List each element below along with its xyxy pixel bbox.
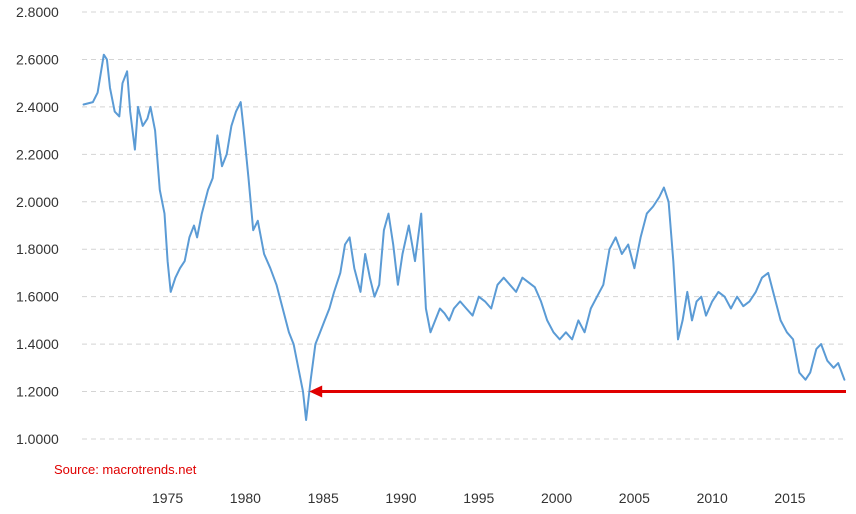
y-tick-label: 2.0000 xyxy=(16,194,59,210)
annotation-layer xyxy=(309,385,846,398)
y-tick-label: 2.2000 xyxy=(16,146,59,162)
x-tick-label: 2015 xyxy=(774,490,805,506)
x-tick-label: 1985 xyxy=(308,490,339,506)
x-tick-label: 1990 xyxy=(385,490,416,506)
series-line xyxy=(82,53,846,421)
y-tick-label: 1.0000 xyxy=(16,431,59,447)
x-tick-label: 1980 xyxy=(230,490,261,506)
x-tick-label: 2005 xyxy=(619,490,650,506)
y-tick-label: 1.2000 xyxy=(16,384,59,400)
x-tick-label: 1975 xyxy=(152,490,183,506)
x-axis: 1975 1980 1985 1990 1995 2000 2005 2010 2015 xyxy=(152,490,806,506)
source-label: Source: macrotrends.net xyxy=(54,462,197,477)
y-tick-label: 1.8000 xyxy=(16,241,59,257)
annotation-arrow-head xyxy=(309,385,323,398)
x-tick-label: 1995 xyxy=(463,490,494,506)
x-tick-label: 2010 xyxy=(697,490,728,506)
y-tick-label: 1.6000 xyxy=(16,289,59,305)
grid xyxy=(82,11,846,440)
y-tick-label: 2.6000 xyxy=(16,51,59,67)
series-layer xyxy=(82,53,846,421)
y-tick-label: 2.8000 xyxy=(16,4,59,20)
y-tick-label: 1.4000 xyxy=(16,336,59,352)
y-tick-label: 2.4000 xyxy=(16,99,59,115)
y-axis: 1.0000 1.2000 1.4000 1.6000 1.8000 2.0000 2.20… xyxy=(16,4,59,447)
x-tick-label: 2000 xyxy=(541,490,572,506)
